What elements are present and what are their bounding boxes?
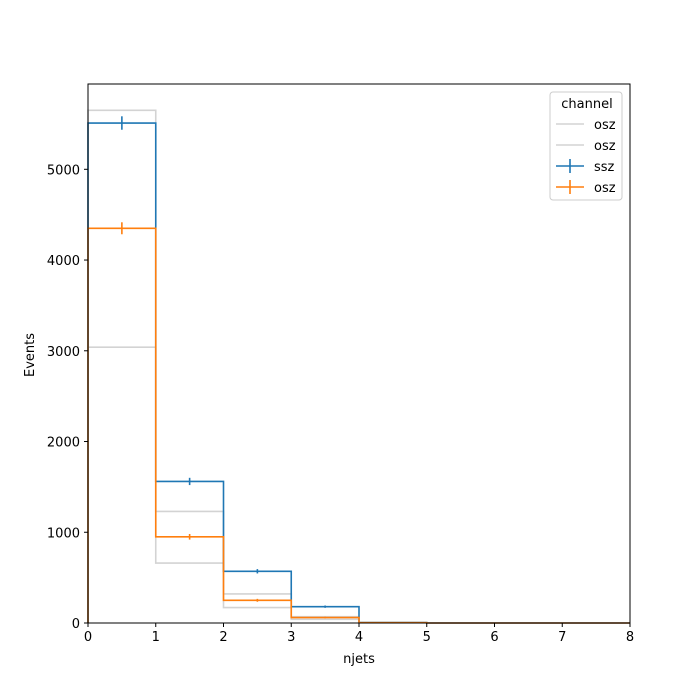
y-tick-label: 3000 xyxy=(47,345,80,360)
y-tick-label: 4000 xyxy=(47,254,80,269)
x-tick-label: 6 xyxy=(490,630,498,645)
x-axis-label: njets xyxy=(343,652,375,667)
x-tick-label: 1 xyxy=(152,630,160,645)
axes-frame xyxy=(87,83,631,624)
y-axis-label: Events xyxy=(23,333,38,377)
legend-box xyxy=(549,91,623,201)
plot-area xyxy=(87,83,631,624)
legend-title: channel xyxy=(561,97,612,112)
y-axis-ticks: 0 1000 2000 3000 4000 5000 xyxy=(47,163,88,632)
legend-label: osz xyxy=(594,181,616,196)
x-tick-label: 5 xyxy=(423,630,431,645)
legend-label: osz xyxy=(594,139,616,154)
legend-label: ssz xyxy=(594,160,615,175)
y-tick-label: 2000 xyxy=(47,436,80,451)
series-osz-0-step xyxy=(87,109,630,624)
series-osz-1-step xyxy=(87,346,630,624)
x-tick-label: 0 xyxy=(84,630,92,645)
legend-label: osz xyxy=(594,118,616,133)
y-tick-label: 0 xyxy=(72,617,80,632)
x-tick-label: 2 xyxy=(219,630,227,645)
x-tick-label: 7 xyxy=(558,630,566,645)
x-axis-ticks: 0 1 2 3 4 5 6 7 8 xyxy=(84,623,634,645)
y-tick-label: 1000 xyxy=(47,526,80,541)
x-tick-label: 3 xyxy=(287,630,295,645)
series-layer xyxy=(87,109,630,624)
x-tick-label: 4 xyxy=(355,630,363,645)
y-tick-label: 5000 xyxy=(47,163,80,178)
legend: channel osz osz ssz osz xyxy=(549,91,623,201)
x-tick-label: 8 xyxy=(626,630,634,645)
series-ssz-2-step xyxy=(87,122,630,624)
legend-items: osz osz ssz osz xyxy=(556,118,616,196)
